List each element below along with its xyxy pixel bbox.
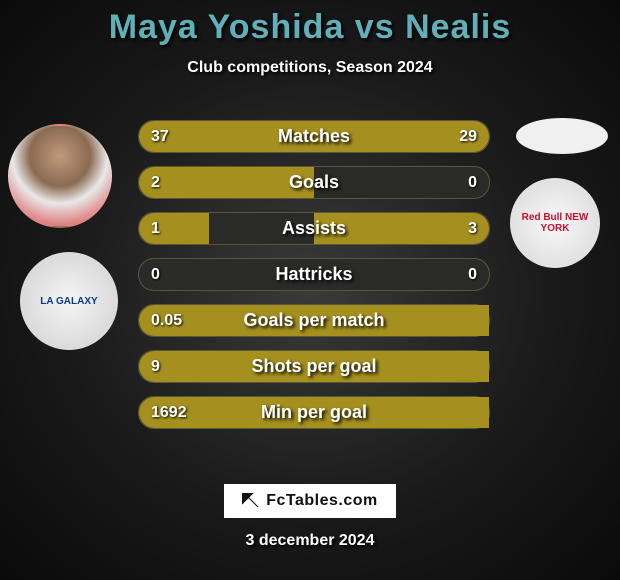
stat-value-right: 3 — [468, 213, 477, 244]
player-left-photo — [8, 124, 112, 228]
chart-icon — [242, 493, 260, 507]
club-left-logo: LA GALAXY — [20, 252, 118, 350]
stat-row: 37 Matches 29 — [138, 120, 490, 153]
stat-label: Hattricks — [139, 259, 489, 290]
stat-row: 1692 Min per goal — [138, 396, 490, 429]
stat-row: 9 Shots per goal — [138, 350, 490, 383]
stat-label: Min per goal — [139, 397, 489, 428]
site-badge[interactable]: FcTables.com — [224, 484, 396, 518]
club-left-label: LA GALAXY — [40, 296, 97, 307]
stat-row: 2 Goals 0 — [138, 166, 490, 199]
player-right-photo — [516, 118, 608, 154]
club-right-label: Red Bull NEW YORK — [512, 212, 598, 234]
page-title: Maya Yoshida vs Nealis — [0, 0, 620, 47]
stat-value-right: 29 — [459, 121, 477, 152]
footer-date: 3 december 2024 — [0, 532, 620, 550]
page-subtitle: Club competitions, Season 2024 — [0, 59, 620, 77]
stat-label: Shots per goal — [139, 351, 489, 382]
stat-value-right: 0 — [468, 167, 477, 198]
footer: FcTables.com 3 december 2024 — [0, 484, 620, 550]
stat-row: 0 Hattricks 0 — [138, 258, 490, 291]
stat-label: Goals per match — [139, 305, 489, 336]
stat-value-right: 0 — [468, 259, 477, 290]
stat-label: Matches — [139, 121, 489, 152]
club-right-logo: Red Bull NEW YORK — [510, 178, 600, 268]
site-name: FcTables.com — [266, 492, 378, 509]
stat-row: 1 Assists 3 — [138, 212, 490, 245]
stats-container: 37 Matches 29 2 Goals 0 1 Assists 3 0 Ha… — [138, 120, 490, 442]
stat-label: Goals — [139, 167, 489, 198]
stat-row: 0.05 Goals per match — [138, 304, 490, 337]
stat-label: Assists — [139, 213, 489, 244]
